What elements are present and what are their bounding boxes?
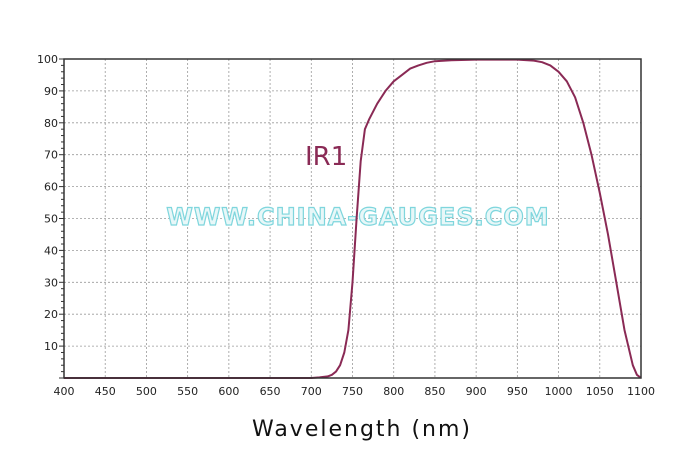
x-tick-label-900: 900 [466,385,487,398]
x-tick-label-1050: 1050 [586,385,614,398]
y-tick-label-40: 40 [44,244,58,257]
x-tick-label-550: 550 [177,385,198,398]
x-tick-label-1000: 1000 [545,385,573,398]
x-axis-title: Wavelength (nm) [252,417,472,442]
y-tick-label-90: 90 [44,85,58,98]
x-tick-label-400: 400 [54,385,75,398]
x-tick-label-450: 450 [95,385,116,398]
x-tick-labels: 400 450 500 550 600 650 700 750 800 850 900 950 1000… [54,385,656,398]
y-tick-label-80: 80 [44,117,58,130]
series-label-ir1: IR1 [305,142,347,172]
y-tick-labels: 10 20 30 40 50 60 70 80 90 100 [37,53,58,353]
gridlines [64,59,641,378]
x-tick-label-950: 950 [507,385,528,398]
y-tick-label-10: 10 [44,340,58,353]
x-tick-label-600: 600 [218,385,239,398]
y-tick-label-30: 30 [44,276,58,289]
y-tick-label-100: 100 [37,53,58,66]
y-tick-label-20: 20 [44,308,58,321]
y-tick-label-70: 70 [44,149,58,162]
x-tick-label-750: 750 [342,385,363,398]
x-tick-label-700: 700 [301,385,322,398]
x-tick-label-850: 850 [424,385,445,398]
x-tick-label-1100: 1100 [627,385,655,398]
x-tick-label-650: 650 [260,385,281,398]
y-tick-label-60: 60 [44,181,58,194]
ir1-transmission-line [64,58,642,379]
y-tick-label-50: 50 [44,213,58,226]
x-tick-label-800: 800 [383,385,404,398]
x-tick-label-500: 500 [136,385,157,398]
plot-frame [63,58,642,379]
